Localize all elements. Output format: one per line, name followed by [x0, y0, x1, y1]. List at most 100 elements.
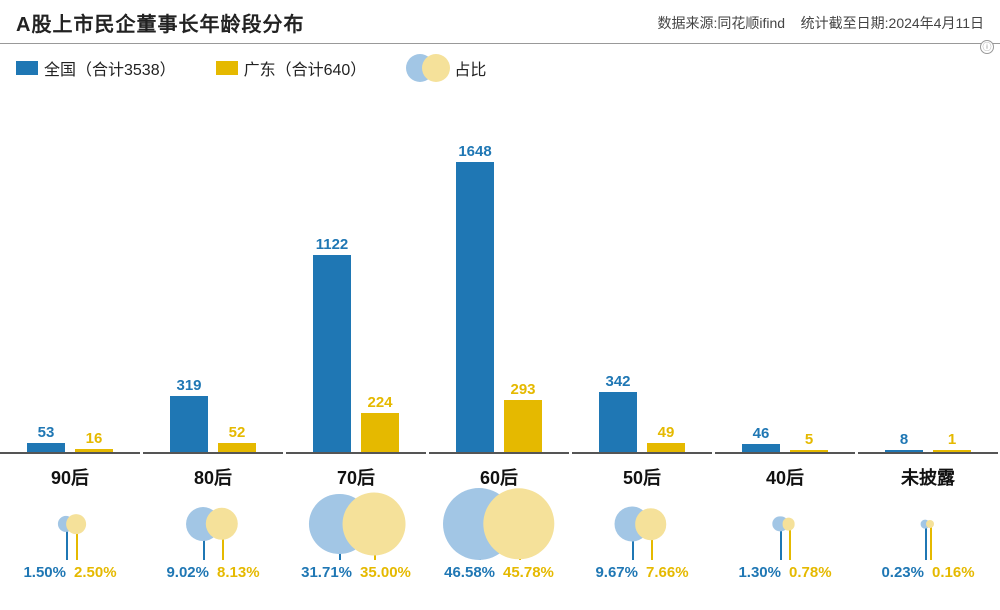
bar-label-guangdong: 293 [510, 381, 535, 398]
legend-circle-icon [406, 54, 448, 82]
legend-national-label: 全国（合计3538） [44, 56, 176, 80]
bar-guangdong: 1 [933, 431, 971, 452]
bubble-group: 1.30% 0.78% [715, 490, 855, 610]
bar-rect-guangdong [361, 413, 399, 452]
bar-guangdong: 52 [218, 424, 256, 452]
bubble-pair [429, 490, 569, 560]
bar-national: 53 [27, 424, 65, 452]
bar-rect-guangdong [647, 443, 685, 452]
legend-national: 全国（合计3538） [16, 56, 176, 80]
bar-rect-national [27, 443, 65, 452]
bar-rect-guangdong [790, 450, 828, 452]
bubble-pair [286, 490, 426, 560]
bar-national: 46 [742, 425, 780, 452]
pct-labels: 1.30% 0.78% [715, 564, 855, 581]
bubble-group: 0.23% 0.16% [858, 490, 998, 610]
bubble-pair [858, 490, 998, 560]
bar-national: 319 [170, 377, 208, 452]
bar-rect-guangdong [75, 449, 113, 452]
bubble-pair [715, 490, 855, 560]
bubble-pair [0, 490, 140, 560]
bubble-group: 9.67% 7.66% [572, 490, 712, 610]
bar-pair: 319 52 [143, 134, 283, 454]
pct-guangdong: 0.16% [932, 564, 975, 581]
bubble-guangdong [926, 520, 934, 528]
pct-labels: 9.02% 8.13% [143, 564, 283, 581]
bar-rect-national [313, 255, 351, 452]
pct-national: 9.67% [595, 564, 638, 581]
bar-guangdong: 5 [790, 431, 828, 452]
bar-label-national: 1122 [316, 236, 349, 253]
bar-label-national: 53 [38, 424, 55, 441]
legend: 全国（合计3538） 广东（合计640） 占比 [0, 44, 1000, 86]
bubble-pair [572, 490, 712, 560]
bar-national: 1648 [456, 143, 494, 452]
legend-ratio-label: 占比 [454, 56, 486, 80]
pct-guangdong: 35.00% [360, 564, 411, 581]
bubble-stem-national [925, 524, 927, 560]
category-label: 未披露 [858, 464, 998, 490]
bubble-guangdong [782, 518, 795, 531]
category-label: 60后 [429, 464, 569, 490]
bar-label-guangdong: 224 [367, 394, 392, 411]
bar-label-guangdong: 5 [805, 431, 813, 448]
bar-guangdong: 293 [504, 381, 542, 452]
bar-group: 8 1 未披露 [858, 134, 998, 490]
bar-pair: 46 5 [715, 134, 855, 454]
header: A股上市民企董事长年龄段分布 数据来源:同花顺ifind 统计截至日期:2024… [0, 0, 1000, 44]
info-badge-icon: ⓘ [980, 40, 994, 54]
bar-rect-guangdong [504, 400, 542, 452]
legend-guangdong-label: 广东（合计640） [244, 56, 367, 80]
category-label: 80后 [143, 464, 283, 490]
pct-labels: 46.58% 45.78% [429, 564, 569, 581]
source-label: 数据来源:同花顺ifind [658, 15, 786, 31]
bubble-group: 9.02% 8.13% [143, 490, 283, 610]
chart-title: A股上市民企董事长年龄段分布 [16, 8, 304, 37]
bubble-guangdong [206, 508, 238, 540]
bar-national: 342 [599, 373, 637, 452]
pct-national: 9.02% [166, 564, 209, 581]
pct-labels: 1.50% 2.50% [0, 564, 140, 581]
bubble-guangdong [66, 514, 86, 534]
bar-group: 1648 293 60后 [429, 134, 569, 490]
bar-guangdong: 16 [75, 430, 113, 452]
bar-pair: 53 16 [0, 134, 140, 454]
bar-rect-national [599, 392, 637, 452]
category-label: 70后 [286, 464, 426, 490]
bar-national: 1122 [313, 236, 351, 452]
bar-label-guangdong: 52 [229, 424, 246, 441]
category-label: 90后 [0, 464, 140, 490]
bar-pair: 1122 224 [286, 134, 426, 454]
legend-swatch-guangdong [216, 61, 238, 75]
bubble-guangdong [342, 493, 405, 556]
pct-national: 46.58% [444, 564, 495, 581]
bar-rect-guangdong [933, 450, 971, 452]
pct-labels: 0.23% 0.16% [858, 564, 998, 581]
bar-label-national: 46 [753, 425, 770, 442]
bar-rect-national [170, 396, 208, 452]
category-label: 40后 [715, 464, 855, 490]
bar-guangdong: 224 [361, 394, 399, 452]
bar-label-guangdong: 16 [86, 430, 103, 447]
pct-national: 31.71% [301, 564, 352, 581]
category-label: 50后 [572, 464, 712, 490]
pct-national: 1.50% [23, 564, 66, 581]
legend-ratio: 占比 [406, 54, 486, 82]
bar-rect-guangdong [218, 443, 256, 452]
bar-chart: 53 16 90后 319 52 80后 1122 [0, 90, 1000, 490]
bar-rect-national [742, 444, 780, 452]
bar-pair: 342 49 [572, 134, 712, 454]
bubble-stem-guangdong [930, 524, 932, 560]
chart-meta: 数据来源:同花顺ifind 统计截至日期:2024年4月11日 [658, 13, 985, 33]
pct-national: 1.30% [738, 564, 781, 581]
date-label: 统计截至日期:2024年4月11日 [801, 15, 984, 31]
bar-rect-national [456, 162, 494, 452]
bubble-guangdong [483, 488, 554, 559]
bar-pair: 8 1 [858, 134, 998, 454]
pct-national: 0.23% [881, 564, 924, 581]
pct-labels: 9.67% 7.66% [572, 564, 712, 581]
pct-guangdong: 2.50% [74, 564, 117, 581]
legend-swatch-national [16, 61, 38, 75]
bar-group: 46 5 40后 [715, 134, 855, 490]
bar-pair: 1648 293 [429, 134, 569, 454]
